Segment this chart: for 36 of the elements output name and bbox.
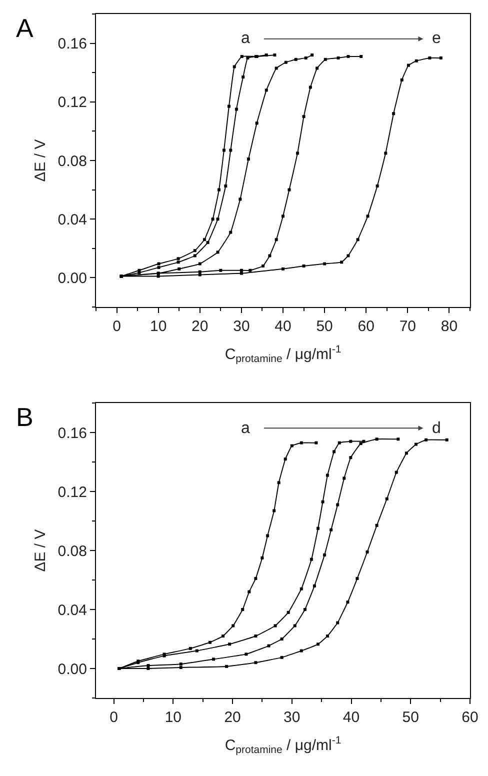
y-tick-label: 0.04: [58, 602, 87, 619]
x-tick-label: 10: [164, 709, 182, 726]
x-tick-label: 50: [316, 318, 333, 335]
y-tick-label: 0.00: [58, 660, 87, 678]
x-axis-title: C$_{protamine}$ / μg/ml$^{-1}$: [224, 344, 342, 366]
x-tick-label: 80: [440, 318, 458, 335]
annotation: d: [432, 420, 441, 437]
y-tick-label: 0.08: [58, 542, 87, 560]
x-tick-label: 60: [358, 318, 374, 335]
y-tick-label: 0.04: [58, 211, 87, 228]
y-tick-label: 0.00: [58, 270, 87, 287]
y-tick-label: 0.12: [58, 484, 87, 501]
y-axis-title: ΔE / V: [32, 529, 50, 572]
y-tick-label: 0.12: [58, 94, 87, 112]
x-tick-label: 30: [284, 709, 300, 726]
x-axis-title: C$_{protamine}$ / μg/ml$^{-1}$: [224, 734, 342, 756]
x-tick-label: 30: [233, 318, 250, 335]
x-tick-label: 60: [462, 709, 478, 726]
x-tick-label: 0: [110, 709, 118, 726]
annotation: e: [432, 30, 441, 47]
x-tick-label: 40: [342, 709, 360, 726]
x-tick-label: 40: [274, 318, 292, 335]
y-tick-label: 0.16: [58, 36, 87, 53]
chart-title: B: [16, 402, 34, 432]
annotation: a: [241, 30, 250, 47]
x-tick-label: 0: [112, 318, 121, 335]
y-tick-label: 0.16: [58, 424, 87, 442]
y-axis-title: ΔE / V: [32, 139, 50, 182]
x-tick-label: 20: [224, 709, 241, 726]
x-tick-label: 70: [399, 318, 416, 335]
x-tick-label: 50: [402, 709, 419, 726]
chart-title: A: [16, 13, 34, 43]
annotation: a: [241, 420, 250, 437]
y-tick-label: 0.08: [58, 152, 87, 170]
x-tick-label: 10: [150, 318, 167, 335]
x-tick-label: 20: [192, 318, 208, 335]
